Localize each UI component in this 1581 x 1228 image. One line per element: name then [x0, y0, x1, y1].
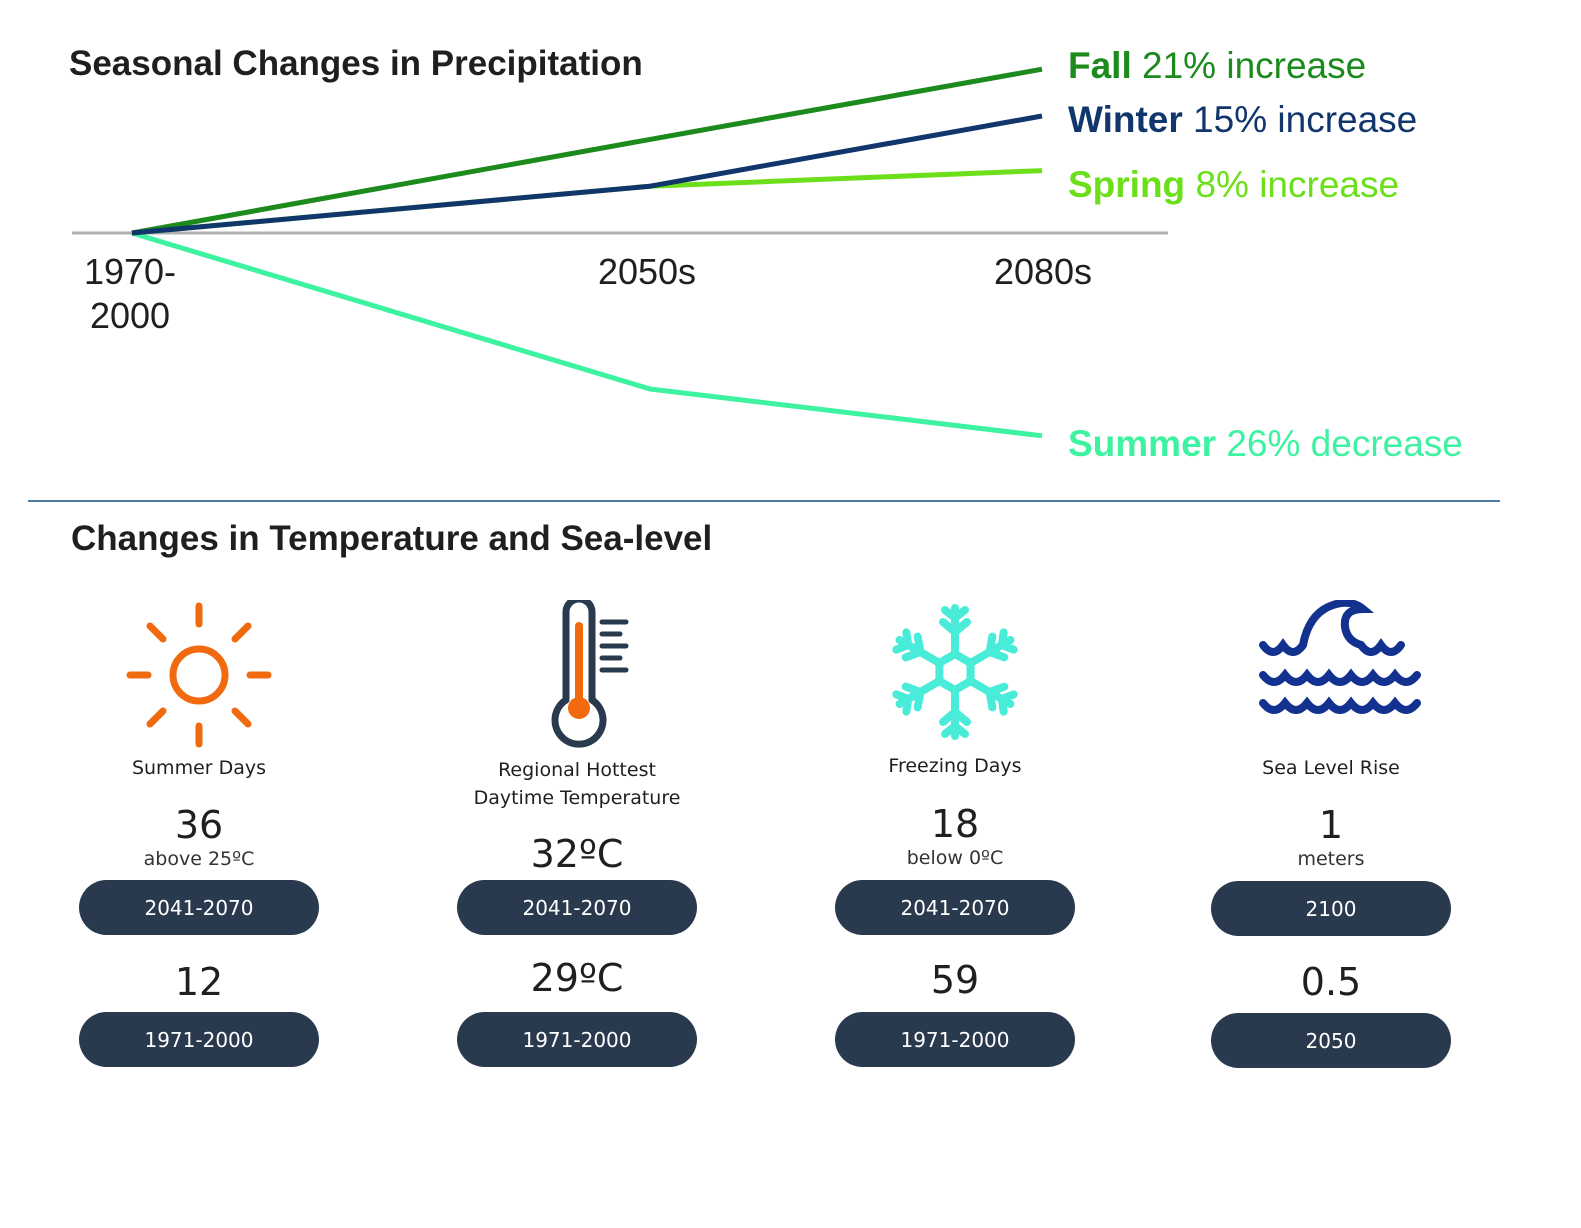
freezing-days-future-period: 2041-2070 [835, 880, 1075, 935]
summer-days-label: Summer Days [131, 757, 267, 779]
sea-level-past-value: 0.5 [1300, 960, 1362, 1004]
series-label-fall: Fall 21% increase [1068, 45, 1366, 87]
summer-days-future-unit: above 25ºC [143, 848, 255, 870]
x-tick-label: 2050s [597, 251, 697, 292]
series-line-winter [131, 113, 1043, 236]
series-line-summer [131, 230, 1043, 439]
hottest-temperature-past-value: 29ºC [530, 956, 624, 1000]
series-label-value: 15% increase [1182, 99, 1418, 140]
thermometer-icon [457, 600, 697, 750]
x-tick-label: 1970- 2000 [83, 251, 177, 336]
hottest-temperature-label: Regional Hottest Daytime Temperature [473, 759, 681, 809]
series-line-fall [131, 66, 1043, 236]
sun-icon [79, 600, 319, 750]
temp-section-title: Changes in Temperature and Sea-level [71, 519, 713, 558]
series-label-value: 8% increase [1185, 164, 1400, 205]
precip-chart-title: Seasonal Changes in Precipitation [69, 44, 643, 83]
series-label-value: 21% increase [1131, 45, 1367, 86]
freezing-days-future-unit: below 0ºC [906, 847, 1004, 869]
freezing-days-past-period: 1971-2000 [835, 1012, 1075, 1067]
series-label-spring: Spring 8% increase [1068, 164, 1399, 206]
series-label-name: Spring [1068, 164, 1186, 205]
series-label-summer: Summer 26% decrease [1068, 423, 1463, 465]
section-divider [28, 500, 1500, 502]
summer-days-past-value: 12 [174, 960, 224, 1004]
freezing-days-label: Freezing Days [888, 755, 1022, 777]
series-label-name: Winter [1068, 99, 1183, 140]
hottest-temperature-future-period: 2041-2070 [457, 880, 697, 935]
series-line-spring [131, 168, 1043, 236]
sea-level-future-value: 1 [1318, 803, 1344, 847]
wave-icon [1211, 600, 1451, 750]
precip-line-chart [72, 66, 1168, 439]
summer-days-past-period: 1971-2000 [79, 1012, 319, 1067]
summer-days-future-value: 36 [174, 803, 224, 847]
freezing-days-past-value: 59 [930, 958, 980, 1002]
sea-level-future-period: 2100 [1211, 881, 1451, 936]
x-tick-label: 2080s [993, 251, 1093, 292]
freezing-days-future-value: 18 [930, 802, 980, 846]
series-label-name: Summer [1068, 423, 1217, 464]
sea-level-past-period: 2050 [1211, 1013, 1451, 1068]
hottest-temperature-past-period: 1971-2000 [457, 1012, 697, 1067]
hottest-temperature-future-value: 32ºC [530, 832, 624, 876]
snowflake-icon [835, 600, 1075, 750]
sea-level-future-unit: meters [1297, 848, 1365, 870]
series-label-name: Fall [1068, 45, 1132, 86]
series-label-winter: Winter 15% increase [1068, 99, 1417, 141]
summer-days-future-period: 2041-2070 [79, 880, 319, 935]
sea-level-label: Sea Level Rise [1262, 757, 1400, 779]
series-label-value: 26% decrease [1216, 423, 1463, 464]
